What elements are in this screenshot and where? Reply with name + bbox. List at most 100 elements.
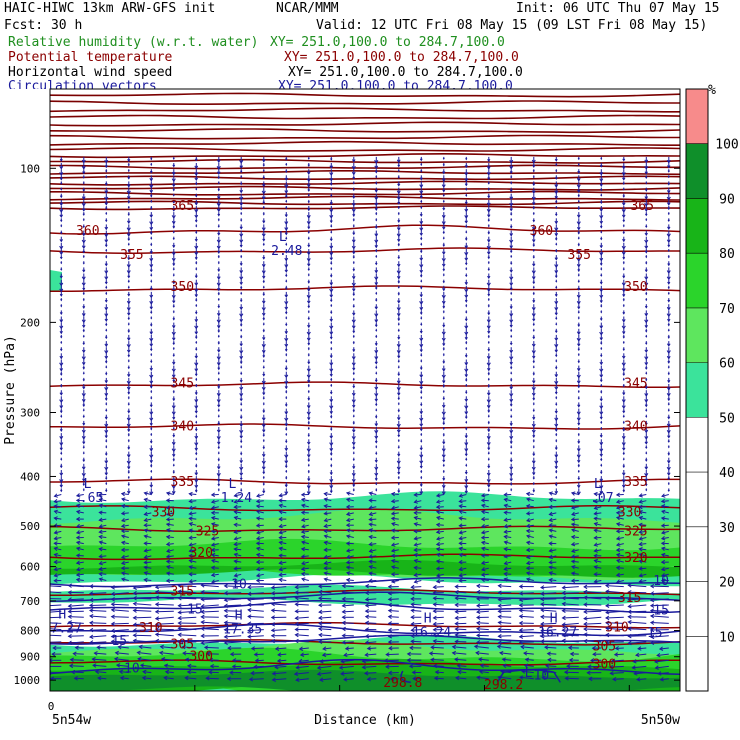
theta-stratosphere-line [50, 152, 680, 159]
circulation-vector [104, 427, 109, 434]
circulation-vector [374, 427, 379, 434]
circulation-vector [577, 230, 581, 235]
circulation-vector [364, 603, 377, 608]
circulation-vector [667, 408, 670, 412]
circulation-vector [503, 571, 512, 577]
circulation-vector [510, 218, 513, 222]
circulation-vector [583, 638, 602, 644]
circulation-vector [171, 402, 176, 410]
circulation-vector [644, 384, 648, 390]
circulation-vector [441, 451, 446, 459]
circulation-vector [599, 261, 603, 266]
circulation-vector [227, 645, 242, 651]
circulation-vector [509, 242, 514, 249]
circulation-vector [67, 640, 84, 646]
circulation-vector [374, 470, 379, 477]
circulation-vector [67, 614, 84, 619]
circulation-vector [621, 242, 626, 250]
circulation-vector [217, 249, 221, 254]
circulation-vector [239, 457, 244, 464]
circulation-vector [194, 310, 198, 315]
circulation-vector [217, 255, 220, 259]
circulation-vector [525, 504, 534, 509]
circulation-vector [294, 638, 309, 644]
circulation-vector [216, 193, 221, 200]
circulation-vector [667, 396, 671, 402]
circulation-vector [644, 249, 648, 254]
circulation-vector [660, 578, 669, 583]
circulation-vector [223, 590, 242, 596]
circulation-vector [465, 156, 468, 161]
circulation-vector [143, 548, 152, 553]
y-tick-label: 600 [20, 561, 40, 574]
circulation-vector [436, 552, 444, 558]
circulation-vector [419, 310, 423, 315]
x-left-endpoint: 5n54w [52, 713, 91, 728]
circulation-vector [93, 651, 107, 656]
circulation-vector [256, 509, 264, 515]
theta-label: 345 [624, 376, 647, 391]
circulation-vector [554, 482, 558, 487]
circulation-vector [284, 249, 288, 254]
circulation-vector [284, 175, 289, 182]
circulation-vector [600, 304, 603, 308]
circulation-vector [323, 523, 332, 529]
theta-label: 335 [171, 475, 194, 490]
circulation-vector [532, 433, 536, 439]
circulation-vector [171, 476, 176, 482]
circulation-vector [126, 193, 131, 200]
circulation-vector [110, 628, 129, 633]
circulation-vector [200, 633, 219, 639]
circulation-vector [345, 504, 354, 510]
circulation-vector [487, 341, 490, 345]
circulation-vector [351, 439, 356, 446]
circulation-vector [518, 620, 534, 626]
y-tick-label: 1000 [14, 674, 41, 687]
circulation-vector [442, 420, 446, 426]
circulation-vector [262, 169, 265, 173]
circulation-vector [50, 626, 62, 631]
circulation-vector [555, 476, 558, 480]
circulation-vector [59, 193, 63, 199]
circulation-vector [540, 639, 557, 644]
circulation-vector [622, 310, 626, 315]
circulation-vector [262, 390, 266, 396]
circulation-vector [229, 670, 242, 675]
circulation-vector [464, 279, 468, 286]
circulation-vector [627, 583, 647, 588]
theta-label: 298.2 [484, 678, 523, 693]
circulation-vector [667, 298, 671, 303]
circulation-vector [593, 579, 602, 584]
circulation-vector [577, 427, 580, 431]
extremum-marker: L [594, 477, 602, 492]
circulation-vector [420, 163, 423, 167]
circulation-vector [480, 523, 489, 529]
circulation-vector [262, 445, 265, 450]
circulation-vector [217, 218, 220, 222]
circulation-vector [509, 476, 513, 482]
circulation-vector [127, 390, 131, 395]
circulation-vector [464, 359, 469, 366]
circulation-vector [442, 353, 445, 357]
circulation-vector [570, 491, 579, 496]
circulation-vector [89, 603, 107, 608]
circulation-vector [216, 169, 221, 175]
circulation-vector [532, 482, 535, 486]
circulation-vector [69, 657, 84, 663]
theta-stratosphere-line [50, 170, 680, 176]
circulation-vector [330, 347, 333, 351]
circulation-vector [60, 384, 63, 388]
circulation-vector [154, 589, 174, 595]
circulation-vector [509, 163, 514, 170]
circulation-vector [351, 199, 356, 207]
circulation-vector [465, 230, 468, 234]
circulation-vector [329, 273, 333, 278]
circulation-vector [577, 236, 580, 240]
circulation-vector [374, 420, 379, 427]
y-tick-label: 200 [20, 316, 40, 329]
circulation-vector [352, 249, 356, 255]
circulation-vector [464, 199, 468, 205]
circulation-vector [435, 504, 444, 510]
circulation-vector [622, 261, 625, 265]
circulation-vector [82, 291, 85, 296]
